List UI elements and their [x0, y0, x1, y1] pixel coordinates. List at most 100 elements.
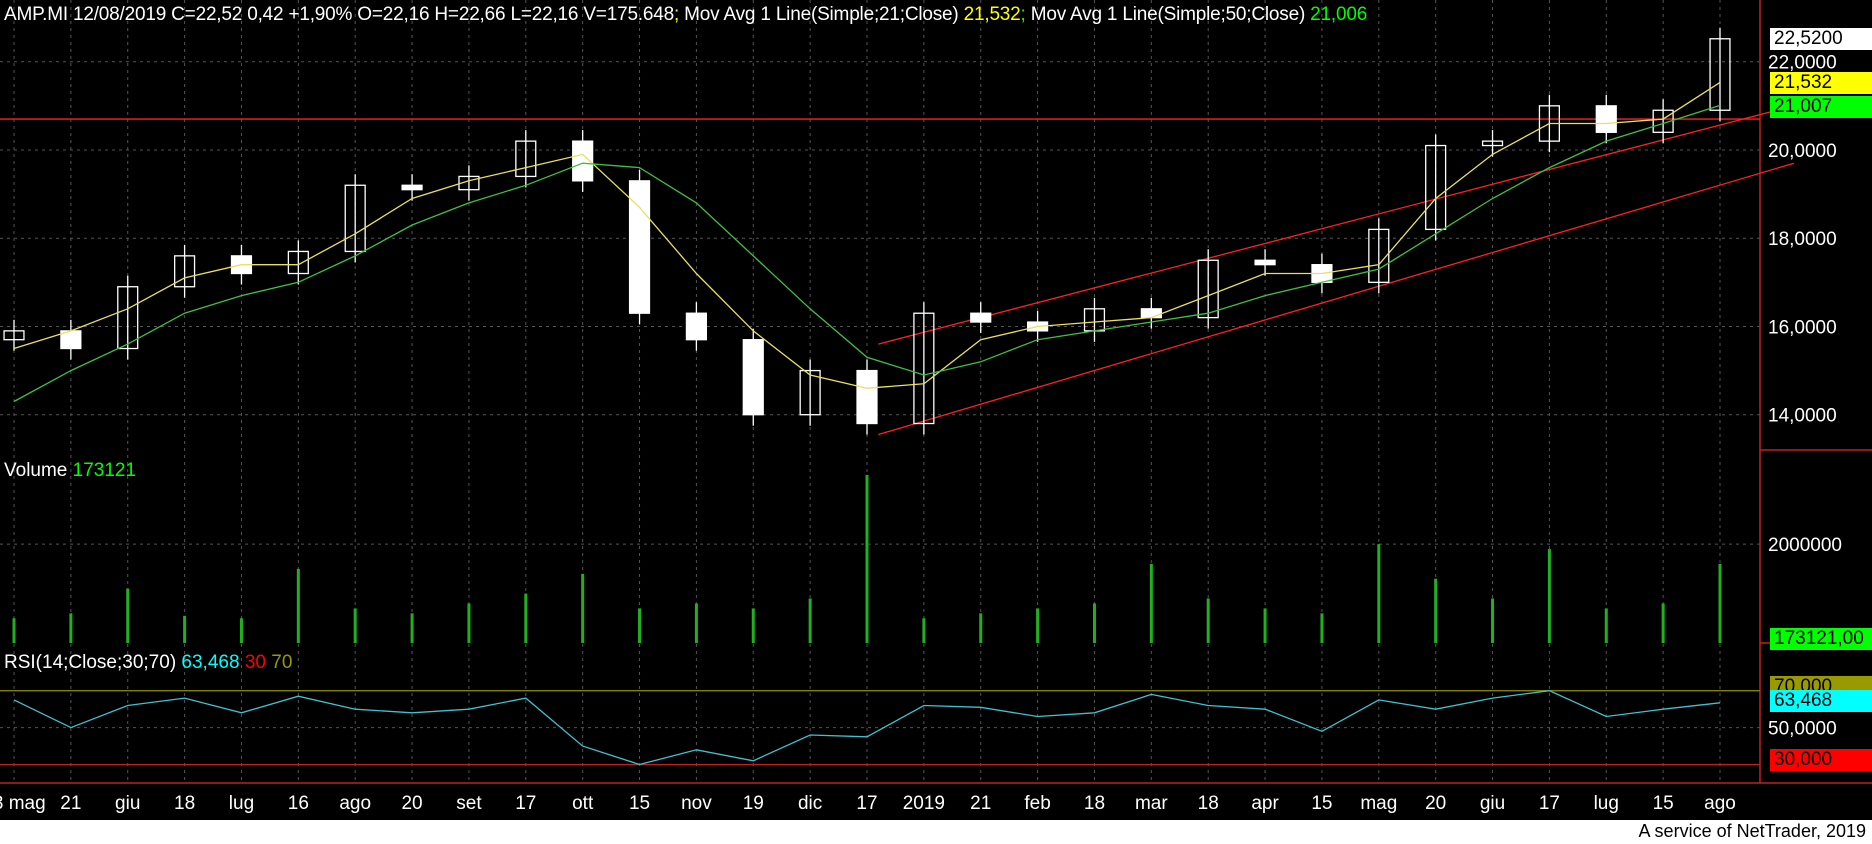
volume-bar — [1434, 578, 1438, 643]
volume-bar — [1377, 544, 1381, 643]
x-tick-label: 23 mag — [0, 793, 46, 814]
volume-bar — [239, 618, 243, 643]
x-tick-label: lug — [229, 793, 254, 814]
volume-bar — [126, 588, 130, 643]
candle-up — [458, 175, 480, 191]
volume-bar — [922, 618, 926, 643]
x-tick-label: mar — [1135, 793, 1168, 814]
moving-averages — [13, 81, 1721, 403]
header-ma21-label: Mov Avg 1 Line(Simple;21;Close) — [679, 4, 964, 25]
candle-down — [856, 369, 878, 425]
x-tick-label: lug — [1594, 793, 1619, 814]
x-tick-label: mag — [1360, 793, 1397, 814]
volume-bar — [1661, 603, 1665, 643]
candle-down — [401, 184, 423, 191]
chart-root: 23 mag 21 giu 18 lug 16 ago 20 set 17 ott 15 nov 19 di… — [0, 0, 1872, 820]
header-ma21-value: 21,532 — [963, 4, 1021, 25]
candle-down — [685, 312, 708, 341]
ma50-line — [13, 104, 1721, 403]
candle-down — [572, 140, 594, 182]
volume-bar — [1718, 563, 1722, 643]
rsi-label-high: 70 — [271, 652, 293, 673]
header-sep-1: ; — [674, 4, 680, 25]
chart-canvas: 23 mag 21 giu 18 lug 16 ago 20 set 17 ott 15 nov 19 di… — [0, 0, 1872, 814]
candle-up — [287, 250, 309, 275]
rsi-label-value: 63,468 — [181, 652, 240, 673]
price-tick-label: 16,0000 — [1768, 317, 1837, 338]
volume-bar — [183, 615, 187, 643]
volume-label-value: 173121 — [72, 460, 137, 481]
volume-bar — [1092, 603, 1096, 643]
volume-bar — [1149, 563, 1153, 643]
volume-bar — [296, 568, 300, 643]
rsi-series-line — [13, 690, 1721, 766]
x-tick-label: 17 — [856, 793, 877, 814]
x-tick-label: 18 — [1084, 793, 1105, 814]
candle-down — [970, 312, 992, 323]
volume-bar — [12, 618, 16, 643]
volume-bar — [1263, 608, 1267, 643]
volume-bar — [865, 474, 869, 643]
trend-lines — [0, 105, 1795, 436]
x-tick-label: 21 — [60, 793, 81, 814]
rsi-tag: 63,468 — [1770, 690, 1872, 712]
x-tick-label: 17 — [1539, 793, 1560, 814]
channel-upper-line — [878, 105, 1795, 345]
candle-up — [1197, 259, 1219, 319]
header-sep-2: ; — [1020, 4, 1026, 25]
price-tick-label: 18,0000 — [1768, 229, 1837, 250]
volume-bar — [467, 603, 471, 643]
candle-up — [913, 312, 935, 425]
x-tick-label: 19 — [743, 793, 764, 814]
volume-tag: 173121,00 — [1770, 628, 1872, 650]
rsi-label-low: 30 — [244, 652, 266, 673]
ma21-line — [13, 81, 1721, 389]
volume-bar — [410, 613, 414, 643]
rsi-line — [0, 690, 1760, 766]
volume-bar — [751, 608, 755, 643]
candle-up — [1709, 38, 1731, 111]
x-tick-label: 20 — [401, 793, 422, 814]
candle-up — [1368, 228, 1390, 283]
ma50-tag: 21,007 — [1770, 96, 1872, 118]
volume-label-text: Volume — [4, 460, 73, 481]
gridlines — [0, 0, 1760, 783]
rsi-label: RSI(14;Close;30;70) 63,468 30 70 — [4, 652, 292, 674]
x-tick-label: 16 — [288, 793, 309, 814]
candle-down — [1254, 259, 1276, 266]
rsi-tick-label: 50,0000 — [1768, 719, 1837, 740]
rsi-label-text: RSI(14;Close;30;70) — [4, 652, 182, 673]
candle-up — [344, 184, 366, 253]
x-tick-label: apr — [1251, 793, 1279, 814]
x-tick-label: 15 — [1653, 793, 1674, 814]
price-tick-label: 22,0000 — [1768, 53, 1837, 74]
x-tick-label: ago — [339, 793, 371, 814]
x-tick-label: dic — [798, 793, 822, 814]
candle-up — [515, 140, 537, 178]
x-tick-label: feb — [1024, 793, 1050, 814]
volume-bar — [581, 573, 585, 643]
last-price-tag: 22,5200 — [1770, 28, 1872, 50]
volume-bar — [1547, 549, 1551, 643]
volume-bar — [1206, 598, 1210, 643]
x-tick-label: 21 — [970, 793, 991, 814]
volume-bars — [12, 474, 1722, 643]
x-tick-label: ott — [572, 793, 594, 814]
x-tick-label: 20 — [1425, 793, 1446, 814]
candle-down — [1595, 105, 1617, 133]
volume-bar — [69, 613, 73, 643]
candle-up — [1652, 109, 1674, 133]
x-tick-label: giu — [1480, 793, 1505, 814]
volume-label: Volume 173121 — [4, 460, 136, 482]
candles — [3, 27, 1731, 435]
x-tick-label: 15 — [629, 793, 650, 814]
header-ma50-value: 21,006 — [1310, 4, 1368, 25]
volume-bar — [353, 608, 357, 643]
volume-bar — [979, 613, 983, 643]
volume-bar — [808, 598, 812, 643]
footer-credit: A service of NetTrader, 2019 — [1638, 821, 1866, 841]
price-tick-label: 14,0000 — [1768, 406, 1837, 427]
x-tick-label: 18 — [174, 793, 195, 814]
volume-bar — [638, 608, 642, 643]
candle-up — [1425, 144, 1447, 231]
